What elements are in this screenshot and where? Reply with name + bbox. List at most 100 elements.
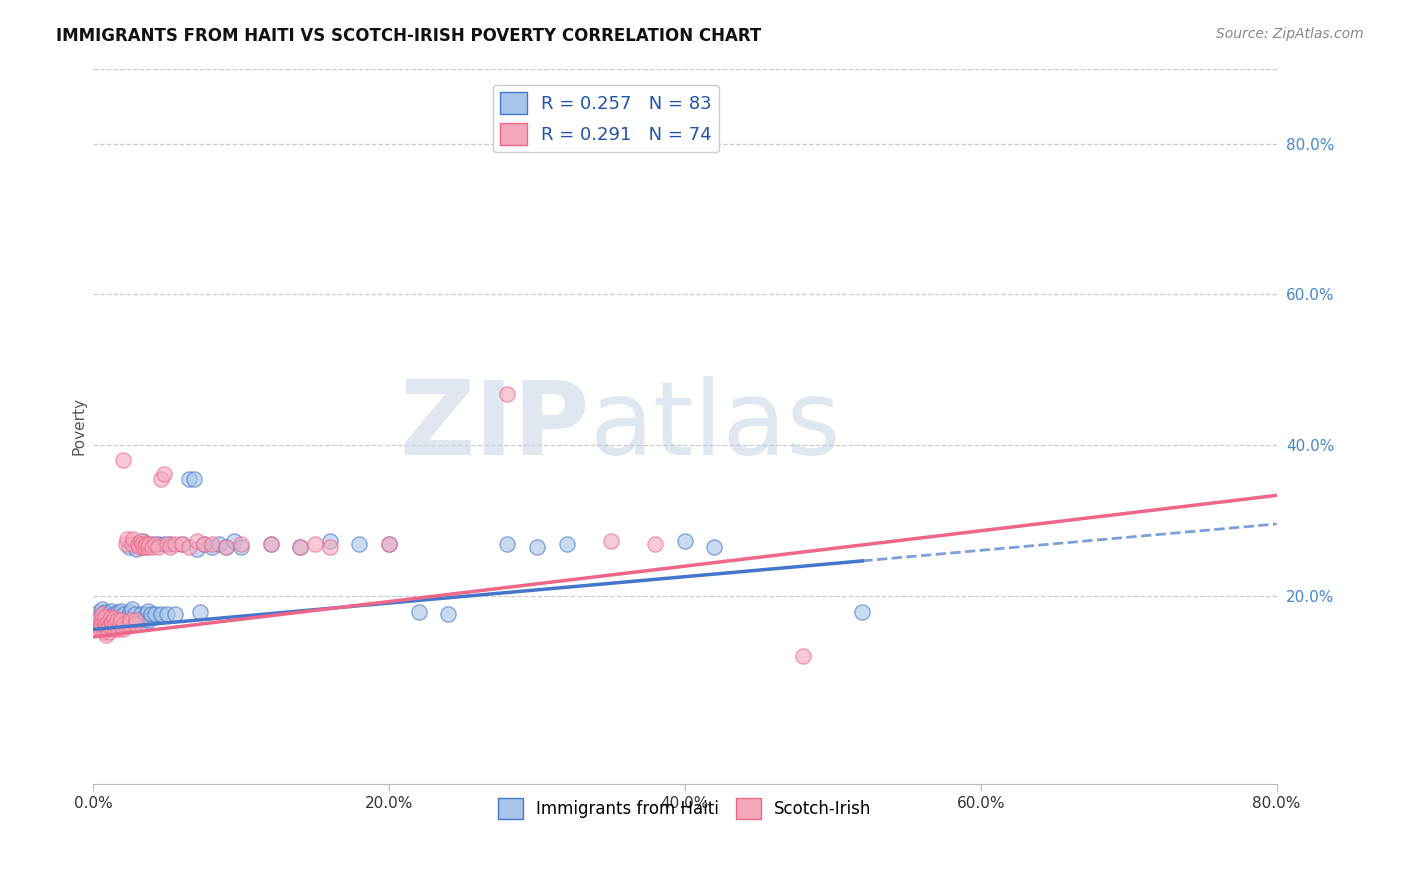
Point — [91, 607, 114, 622]
Point — [125, 541, 148, 556]
Point — [96, 628, 118, 642]
Point — [97, 615, 120, 629]
Text: IMMIGRANTS FROM HAITI VS SCOTCH-IRISH POVERTY CORRELATION CHART: IMMIGRANTS FROM HAITI VS SCOTCH-IRISH PO… — [56, 27, 762, 45]
Point — [156, 607, 179, 622]
Point — [122, 532, 145, 546]
Point — [100, 604, 122, 618]
Point — [97, 613, 120, 627]
Point — [703, 540, 725, 554]
Point — [115, 532, 138, 546]
Point — [128, 540, 150, 554]
Point — [97, 623, 120, 637]
Point — [150, 472, 173, 486]
Point — [110, 613, 132, 627]
Point — [101, 615, 124, 629]
Point — [121, 537, 143, 551]
Point — [94, 620, 117, 634]
Point — [186, 541, 208, 556]
Point — [98, 618, 121, 632]
Point — [100, 615, 122, 629]
Point — [94, 615, 117, 629]
Y-axis label: Poverty: Poverty — [72, 397, 86, 455]
Point — [122, 613, 145, 627]
Point — [114, 617, 136, 632]
Point — [111, 453, 134, 467]
Point — [93, 624, 115, 639]
Point — [186, 534, 208, 549]
Point — [91, 613, 114, 627]
Point — [163, 607, 186, 622]
Point — [111, 623, 134, 637]
Point — [128, 613, 150, 627]
Point — [200, 537, 222, 551]
Point — [290, 540, 312, 554]
Point — [101, 617, 124, 632]
Point — [100, 609, 122, 624]
Point — [111, 613, 134, 627]
Point — [215, 540, 238, 554]
Point — [104, 613, 127, 627]
Point — [136, 604, 159, 618]
Point — [138, 613, 160, 627]
Point — [110, 604, 132, 618]
Point — [91, 602, 114, 616]
Point — [105, 613, 128, 627]
Point — [131, 537, 153, 551]
Point — [105, 608, 128, 623]
Point — [599, 534, 621, 549]
Point — [118, 540, 141, 554]
Point — [96, 611, 118, 625]
Point — [112, 607, 135, 622]
Point — [193, 537, 215, 551]
Point — [349, 537, 371, 551]
Point — [108, 615, 131, 629]
Point — [526, 540, 548, 554]
Point — [148, 540, 170, 554]
Point — [153, 537, 176, 551]
Point — [378, 537, 401, 551]
Point — [148, 537, 170, 551]
Point — [163, 537, 186, 551]
Point — [496, 386, 519, 401]
Point — [141, 540, 163, 554]
Point — [107, 605, 129, 619]
Point — [96, 623, 118, 637]
Point — [86, 620, 108, 634]
Text: ZIP: ZIP — [399, 376, 591, 476]
Point — [134, 613, 156, 627]
Point — [215, 540, 238, 554]
Point — [98, 615, 121, 629]
Point — [792, 648, 814, 663]
Point — [91, 607, 114, 622]
Point — [153, 467, 176, 481]
Point — [260, 537, 283, 551]
Point — [90, 623, 112, 637]
Point — [124, 607, 146, 622]
Point — [129, 607, 152, 622]
Point — [229, 540, 252, 554]
Point — [136, 540, 159, 554]
Point — [104, 617, 127, 632]
Point — [121, 602, 143, 616]
Point — [101, 611, 124, 625]
Point — [319, 540, 342, 554]
Point — [107, 617, 129, 632]
Point — [127, 536, 149, 550]
Point — [84, 611, 107, 625]
Point — [229, 537, 252, 551]
Point — [125, 613, 148, 627]
Point — [90, 617, 112, 632]
Point — [98, 624, 121, 639]
Point — [120, 613, 142, 627]
Point — [118, 617, 141, 632]
Point — [108, 617, 131, 632]
Point — [170, 537, 193, 551]
Point — [84, 615, 107, 629]
Point — [135, 537, 157, 551]
Point — [644, 537, 666, 551]
Point — [159, 540, 181, 554]
Point — [86, 615, 108, 629]
Point — [101, 620, 124, 634]
Point — [143, 607, 166, 622]
Point — [87, 605, 110, 619]
